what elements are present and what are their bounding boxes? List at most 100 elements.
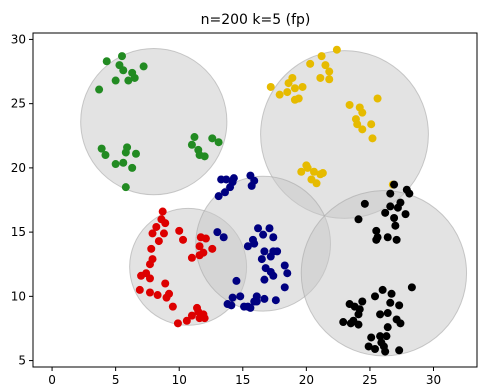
data-point-cluster-3 — [226, 183, 235, 192]
data-point-cluster-5 — [381, 347, 390, 356]
data-point-cluster-4 — [145, 260, 154, 269]
data-point-cluster-5 — [360, 199, 369, 208]
data-point-cluster-3 — [247, 181, 256, 190]
chart-title: n=200 k=5 (fp) — [201, 12, 311, 28]
data-point-cluster-5 — [393, 203, 402, 212]
data-point-cluster-3 — [243, 242, 252, 251]
data-point-cluster-3 — [257, 255, 266, 264]
x-tick-label: 15 — [235, 373, 250, 387]
y-tick-label: 30 — [11, 32, 26, 46]
data-point-cluster-4 — [187, 253, 196, 262]
data-point-cluster-3 — [254, 224, 263, 233]
data-point-cluster-2 — [283, 88, 292, 97]
data-point-cluster-2 — [345, 100, 354, 109]
data-point-cluster-4 — [173, 319, 182, 328]
data-point-cluster-3 — [213, 228, 222, 237]
data-point-cluster-2 — [303, 163, 312, 172]
data-point-cluster-3 — [280, 283, 289, 292]
data-point-cluster-1 — [102, 57, 111, 66]
data-point-cluster-2 — [368, 134, 377, 143]
data-point-cluster-4 — [145, 274, 154, 283]
data-point-cluster-3 — [269, 233, 278, 242]
data-point-cluster-4 — [147, 244, 156, 253]
data-point-cluster-1 — [95, 85, 104, 94]
data-point-cluster-5 — [392, 235, 401, 244]
data-point-cluster-2 — [312, 179, 321, 188]
data-point-cluster-1 — [111, 76, 120, 85]
data-point-cluster-5 — [354, 320, 363, 329]
data-point-cluster-5 — [401, 210, 410, 219]
y-tick-label: 20 — [11, 161, 26, 175]
data-point-cluster-1 — [124, 76, 133, 85]
x-tick-label: 30 — [426, 373, 441, 387]
data-point-cluster-3 — [250, 239, 259, 248]
data-point-cluster-5 — [354, 215, 363, 224]
data-point-cluster-2 — [275, 90, 284, 99]
data-point-cluster-4 — [158, 207, 167, 216]
data-point-cluster-5 — [371, 345, 380, 354]
data-point-cluster-2 — [325, 75, 334, 84]
data-point-cluster-5 — [407, 283, 416, 292]
data-point-cluster-3 — [283, 269, 292, 278]
data-point-cluster-5 — [390, 213, 399, 222]
data-point-cluster-2 — [373, 94, 382, 103]
data-point-cluster-3 — [246, 303, 255, 312]
data-point-cluster-4 — [161, 219, 170, 228]
data-point-cluster-3 — [228, 293, 237, 302]
data-point-cluster-3 — [271, 296, 280, 305]
cluster-circle-1 — [80, 48, 228, 196]
data-point-cluster-2 — [290, 84, 299, 93]
data-point-cluster-5 — [396, 319, 405, 328]
data-point-cluster-3 — [273, 247, 282, 256]
data-point-cluster-4 — [159, 229, 168, 238]
data-point-cluster-2 — [325, 67, 334, 76]
data-point-cluster-1 — [139, 62, 148, 71]
y-tick-label: 25 — [11, 97, 26, 111]
data-point-cluster-1 — [130, 73, 139, 82]
data-point-cluster-5 — [350, 302, 359, 311]
data-point-cluster-5 — [405, 189, 414, 198]
data-point-cluster-2 — [332, 45, 341, 54]
data-point-cluster-3 — [260, 294, 269, 303]
data-point-cluster-5 — [383, 309, 392, 318]
data-point-cluster-2 — [297, 167, 306, 176]
data-point-cluster-3 — [260, 247, 269, 256]
data-point-cluster-1 — [208, 134, 217, 143]
data-point-cluster-5 — [387, 289, 396, 298]
x-tick-label: 25 — [362, 373, 377, 387]
x-axis: 0 5 10 15 20 25 30 — [48, 367, 441, 387]
data-point-cluster-3 — [269, 271, 278, 280]
data-point-cluster-5 — [386, 298, 395, 307]
data-point-cluster-5 — [367, 333, 376, 342]
data-point-cluster-5 — [376, 310, 385, 319]
data-point-cluster-1 — [119, 158, 128, 167]
data-point-cluster-5 — [395, 301, 404, 310]
data-point-cluster-4 — [145, 288, 154, 297]
data-point-cluster-5 — [386, 189, 395, 198]
data-point-cluster-1 — [121, 183, 130, 192]
data-point-cluster-4 — [187, 311, 196, 320]
data-point-cluster-4 — [195, 242, 204, 251]
cluster-circles — [80, 48, 468, 357]
y-tick-label: 5 — [18, 354, 26, 368]
x-tick-label: 10 — [172, 373, 187, 387]
data-point-cluster-1 — [190, 133, 199, 142]
data-point-cluster-5 — [346, 319, 355, 328]
data-point-cluster-2 — [306, 59, 315, 68]
data-point-cluster-2 — [318, 169, 327, 178]
data-point-cluster-4 — [201, 234, 210, 243]
data-point-cluster-1 — [131, 149, 140, 158]
data-point-cluster-4 — [153, 291, 162, 300]
data-point-cluster-2 — [358, 125, 367, 134]
cluster-circle-5 — [300, 190, 468, 357]
data-point-cluster-4 — [161, 279, 170, 288]
data-point-cluster-4 — [165, 289, 174, 298]
y-tick-label: 10 — [11, 289, 26, 303]
x-tick-label: 5 — [112, 373, 120, 387]
data-point-cluster-1 — [200, 152, 209, 161]
data-point-cluster-3 — [214, 192, 223, 201]
data-point-cluster-5 — [376, 332, 385, 341]
data-point-cluster-3 — [265, 224, 274, 233]
data-point-cluster-1 — [97, 144, 106, 153]
y-axis: 5 10 15 20 25 30 — [11, 32, 33, 368]
